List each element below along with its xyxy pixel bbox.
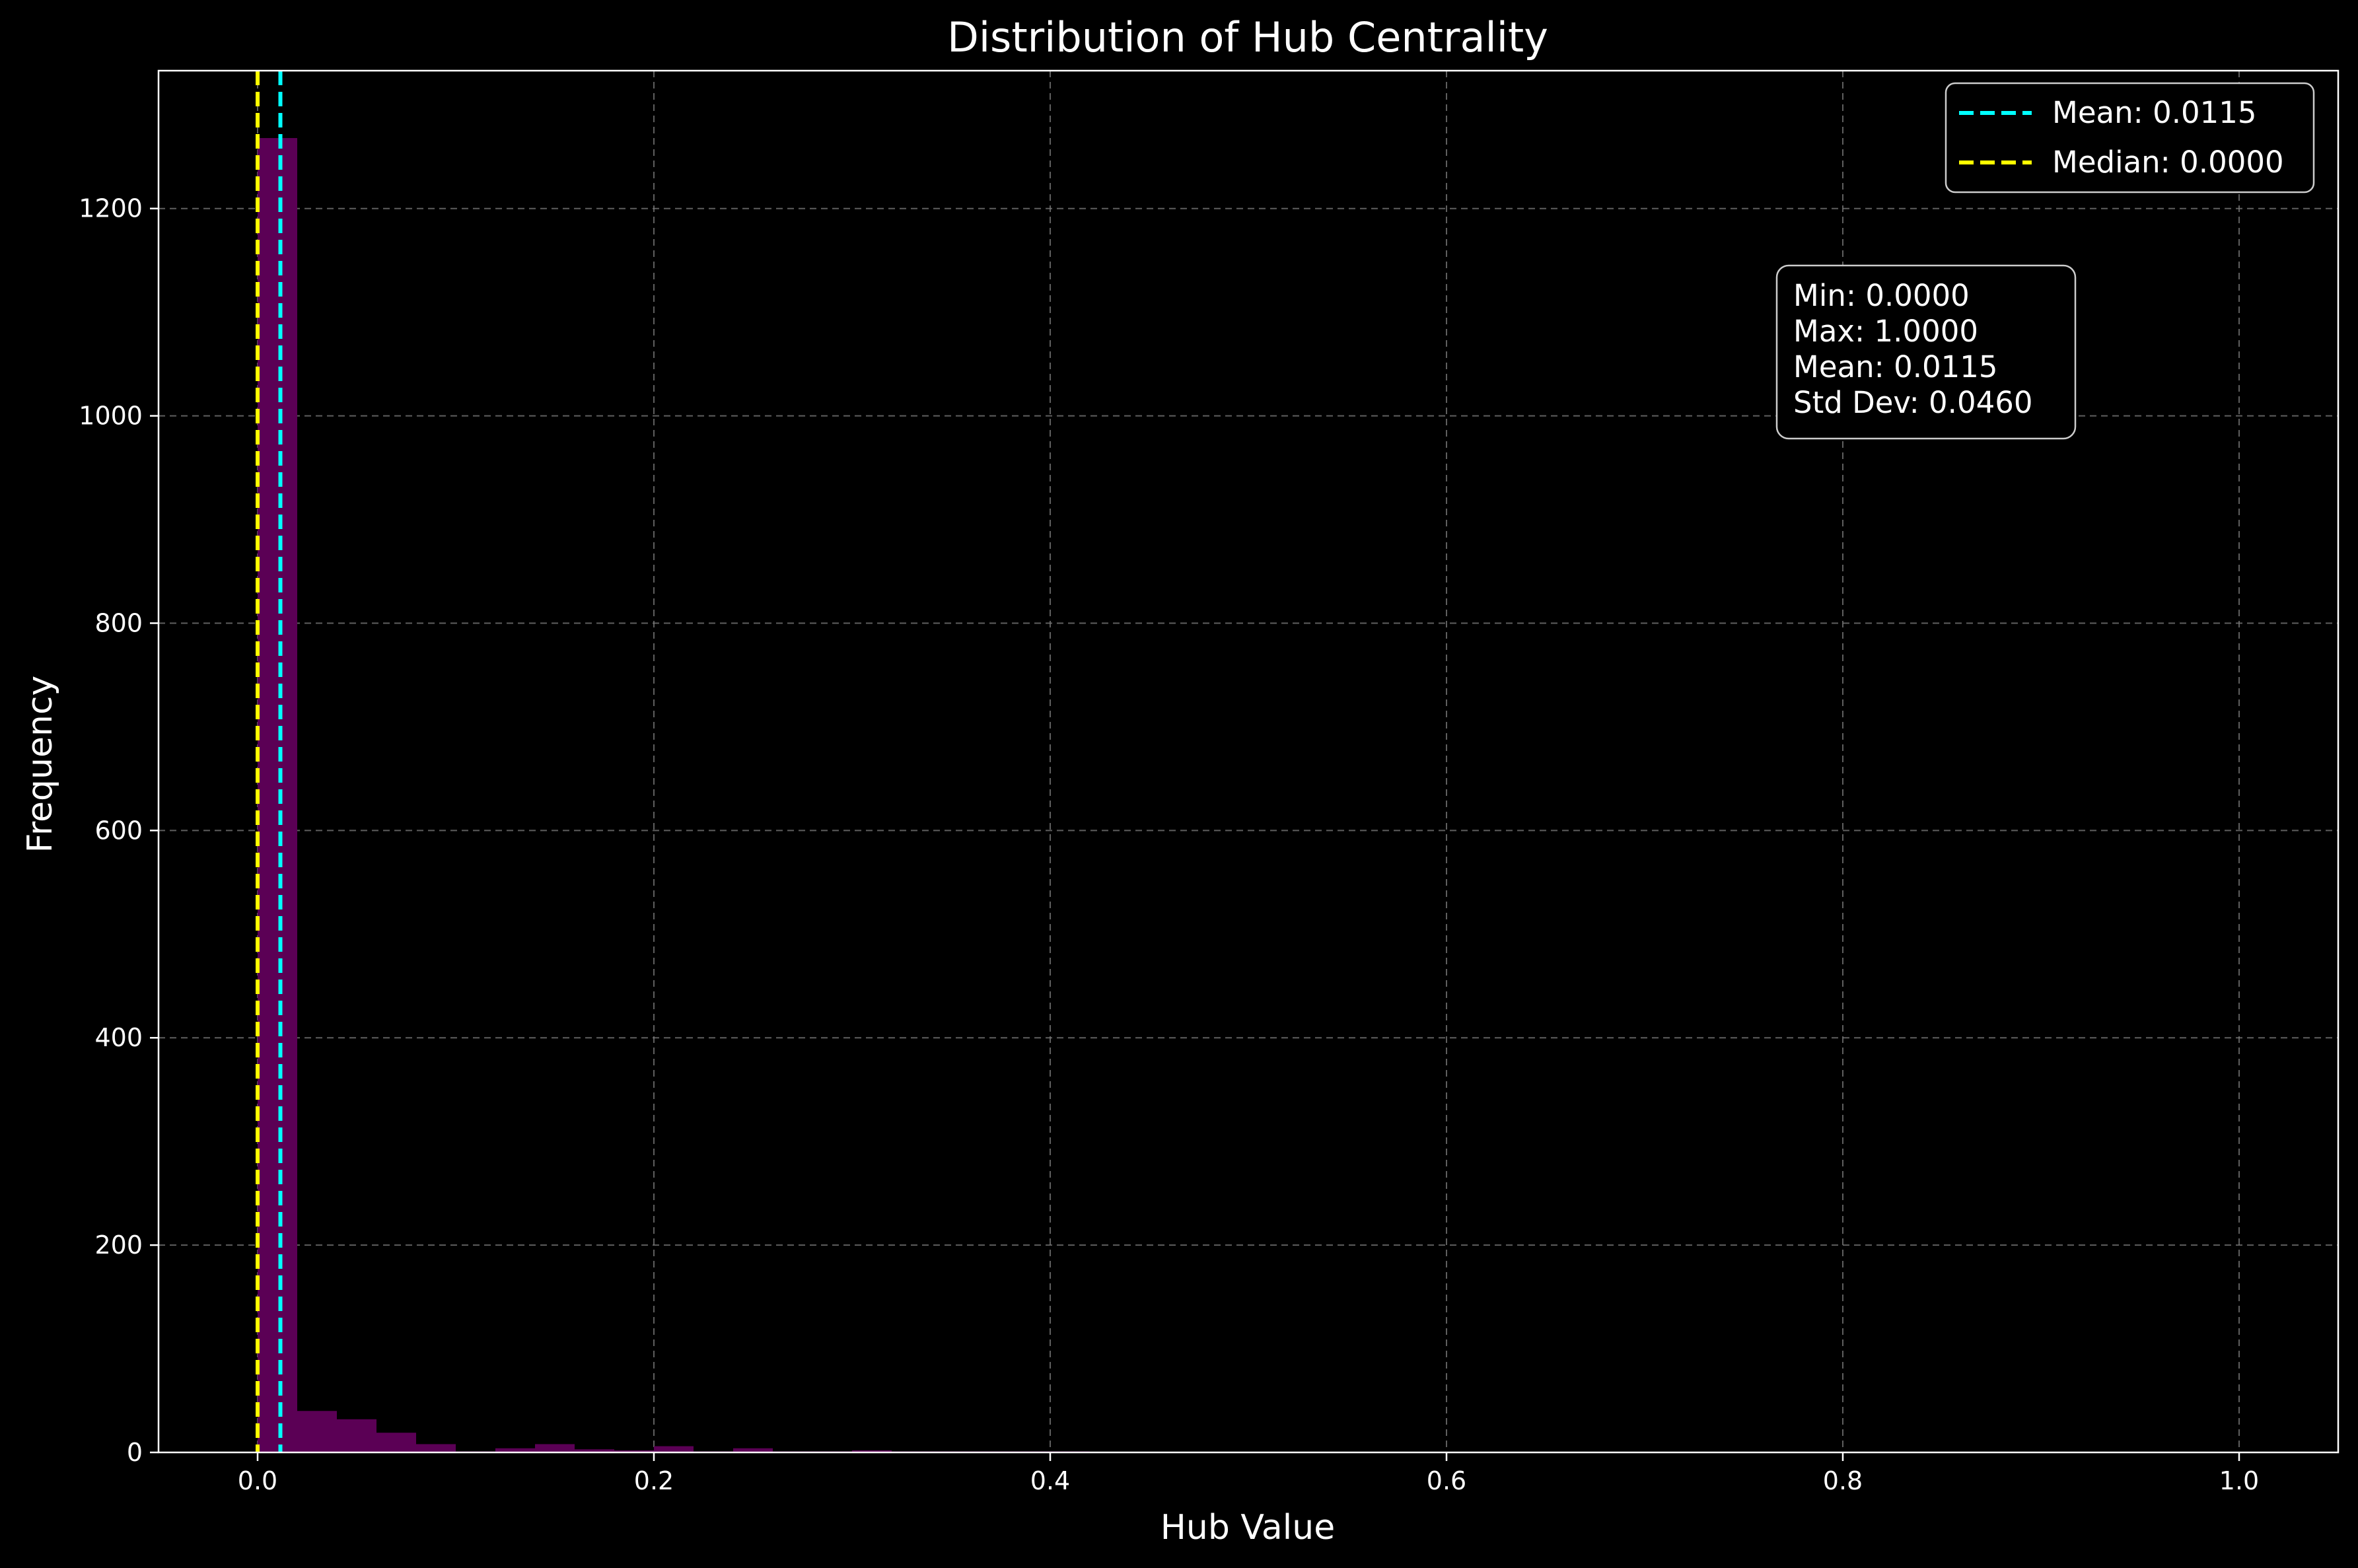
y-tick-label: 0	[127, 1438, 143, 1467]
histogram-bar	[852, 1450, 892, 1452]
x-tick-label: 1.0	[2219, 1466, 2259, 1495]
histogram-bar	[535, 1444, 575, 1452]
reference-lines	[256, 71, 283, 1452]
histogram-bar	[733, 1448, 773, 1452]
histogram-bar	[258, 138, 297, 1452]
histogram-bar	[416, 1444, 456, 1452]
stats-max: Max: 1.0000	[1793, 314, 1978, 349]
x-axis-label: Hub Value	[1161, 1508, 1335, 1548]
x-tick-label: 0.4	[1030, 1466, 1070, 1495]
x-tick-label: 0.2	[634, 1466, 674, 1495]
legend-frame	[1945, 82, 2315, 194]
x-tick-label: 0.8	[1823, 1466, 1863, 1495]
stats-min: Min: 0.0000	[1793, 278, 1970, 313]
stats-std-dev: Std Dev: 0.0460	[1793, 385, 2033, 420]
histogram-bar	[376, 1433, 416, 1452]
y-tick-label: 1200	[79, 194, 143, 223]
y-axis-label: Frequency	[20, 676, 60, 853]
legend-label-median: Median: 0.0000	[2052, 145, 2284, 180]
stats-box-frame	[1775, 264, 2077, 440]
histogram-bar	[575, 1449, 614, 1452]
chart-title: Distribution of Hub Centrality	[947, 13, 1548, 61]
histogram-bar	[337, 1419, 376, 1452]
y-tick-label: 1000	[79, 402, 143, 431]
histogram-bar	[614, 1450, 654, 1452]
x-tick-label: 0.0	[238, 1466, 277, 1495]
axes-frame	[157, 69, 2340, 1454]
x-tick-label: 0.6	[1427, 1466, 1466, 1495]
y-tick-label: 600	[94, 816, 143, 845]
histogram-bar	[654, 1446, 694, 1452]
legend: Mean: 0.0115 Median: 0.0000	[1945, 82, 2315, 194]
histogram-bar	[495, 1448, 535, 1452]
stats-box: Min: 0.0000 Max: 1.0000 Mean: 0.0115 Std…	[1775, 264, 2077, 440]
y-tick-label: 400	[94, 1023, 143, 1052]
axis-ticks: 0.0 0.2 0.4 0.6 0.8 1.0 0 200 400 600 800 1000 1200	[79, 194, 2259, 1495]
histogram-bar	[297, 1411, 337, 1452]
stats-mean: Mean: 0.0115	[1793, 349, 1998, 384]
y-tick-label: 200	[94, 1230, 143, 1260]
y-tick-label: 800	[94, 608, 143, 637]
grid-lines	[159, 71, 2338, 1452]
histogram-bars	[258, 138, 1090, 1452]
legend-label-mean: Mean: 0.0115	[2052, 95, 2257, 130]
